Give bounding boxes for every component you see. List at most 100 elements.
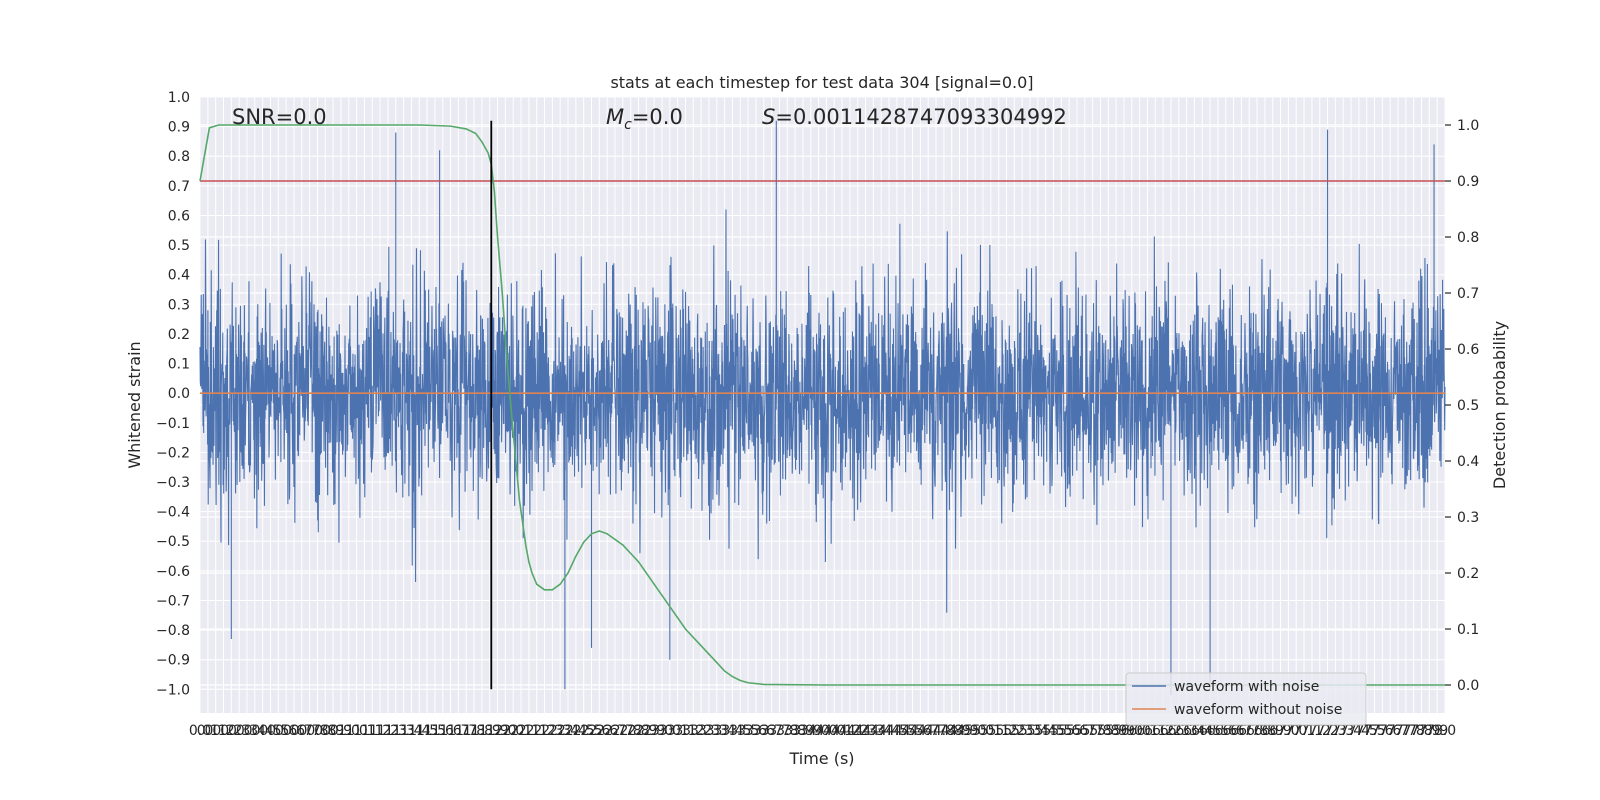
x-tick-label: 6.5 <box>1199 723 1221 739</box>
x-tick-label: 2.1 <box>518 723 540 739</box>
x-tick-label: 7.7 <box>1387 723 1409 739</box>
x-tick-label: 6.3 <box>1168 723 1190 739</box>
x-tick-label: 0.9 <box>330 723 352 739</box>
y-tick-label-left: 0.7 <box>168 179 190 195</box>
y-tick-label-left: 0.9 <box>168 120 190 136</box>
x-tick-label: 6.0 <box>1121 723 1143 739</box>
x-tick-label: 1.6 <box>439 723 461 739</box>
x-tick-label: 4.8 <box>933 723 955 739</box>
y-tick-label-left: −0.5 <box>156 534 190 550</box>
y-tick-label-left: 1.0 <box>168 90 190 106</box>
y-tick-label-left: 0.8 <box>168 149 190 165</box>
x-tick-label: 2.3 <box>549 723 571 739</box>
x-tick-label: 2.7 <box>604 723 626 739</box>
x-tick-label: 0.6 <box>275 723 297 739</box>
x-tick-label: 7.2 <box>1309 723 1331 739</box>
x-tick-label: 2.0 <box>502 723 524 739</box>
y-tick-label-right: 0.4 <box>1457 454 1479 470</box>
x-tick-label: 6.9 <box>1262 723 1284 739</box>
x-tick-label: 3.4 <box>721 723 743 739</box>
x-tick-label: 2.5 <box>580 723 602 739</box>
x-tick-label: 6.6 <box>1215 723 1237 739</box>
x-tick-label: 7.4 <box>1340 723 1362 739</box>
y-tick-label-right: 0.8 <box>1457 230 1479 246</box>
x-tick-label: 3.4 <box>713 723 735 739</box>
x-tick-label: 4.0 <box>815 723 837 739</box>
x-tick-label: 4.3 <box>854 723 876 739</box>
x-tick-label: 0.0 <box>189 723 211 739</box>
x-tick-label: 5.1 <box>980 723 1002 739</box>
x-tick-label: 1.1 <box>361 723 383 739</box>
x-tick-label: 7.8 <box>1403 723 1425 739</box>
x-tick-label: 3.3 <box>698 723 720 739</box>
x-tick-label: 6.0 <box>1128 723 1150 739</box>
annotation-s-value: =0.0011428747093304992 <box>775 105 1067 129</box>
annotation-mc-subscript: c <box>624 117 632 133</box>
x-tick-label: 3.9 <box>800 723 822 739</box>
x-tick-label: 4.5 <box>901 723 923 739</box>
y-tick-label-left: −0.9 <box>156 653 190 669</box>
x-tick-label: 5.7 <box>1074 723 1096 739</box>
x-tick-label: 4.2 <box>839 723 861 739</box>
y-ticks-left: −1.0 −0.9 −0.8 −0.7 −0.6 −0.5 −0.4 −0.3 −0.2 −0.1… <box>156 90 190 698</box>
x-tick-label: 6.7 <box>1230 723 1252 739</box>
x-tick-label: 0.1 <box>205 723 227 739</box>
x-tick-label: 6.6 <box>1222 723 1244 739</box>
x-tick-label: 3.1 <box>667 723 689 739</box>
x-tick-label: 3.7 <box>768 723 790 739</box>
x-tick-label: 4.0 <box>807 723 829 739</box>
x-tick-label: 6.9 <box>1269 723 1291 739</box>
x-tick-label: 0.5 <box>259 723 281 739</box>
x-tick-label: 1.2 <box>369 723 391 739</box>
x-axis-label: Time (s) <box>788 749 854 768</box>
legend-label-clean: waveform without noise <box>1174 702 1342 718</box>
x-tick-label: 4.4 <box>878 723 900 739</box>
x-tick-label: 6.1 <box>1144 723 1166 739</box>
x-tick-label: 7.9 <box>1426 723 1448 739</box>
x-tick-label: 6.5 <box>1207 723 1229 739</box>
x-tick-label: 5.9 <box>1105 723 1127 739</box>
x-tick-label: 3.8 <box>776 723 798 739</box>
x-tick-label: 2.5 <box>573 723 595 739</box>
x-tick-label: 2.6 <box>588 723 610 739</box>
x-ticks: 0.00.10.10.20.20.30.30.40.40.50.50.60.60… <box>189 723 1456 739</box>
annotation-mc-value: =0.0 <box>632 105 683 129</box>
x-tick-label: 4.7 <box>925 723 947 739</box>
y-tick-label-left: −0.2 <box>156 445 190 461</box>
x-tick-label: 2.9 <box>635 723 657 739</box>
annotation-chirp-mass: Mc=0.0 <box>606 105 683 133</box>
x-tick-label: 5.4 <box>1035 723 1057 739</box>
x-tick-label: 1.5 <box>424 723 446 739</box>
x-tick-label: 7.5 <box>1356 723 1378 739</box>
x-tick-label: 4.1 <box>831 723 853 739</box>
x-tick-label: 2.4 <box>557 723 579 739</box>
x-tick-label: 1.9 <box>486 723 508 739</box>
x-tick-label: 3.1 <box>674 723 696 739</box>
x-tick-label: 3.8 <box>784 723 806 739</box>
y-tick-label-left: −0.7 <box>156 593 190 609</box>
x-tick-label: 7.1 <box>1301 723 1323 739</box>
y-tick-label-left: −0.4 <box>156 505 190 521</box>
x-tick-label: 5.0 <box>972 723 994 739</box>
x-tick-label: 1.7 <box>455 723 477 739</box>
x-tick-label: 2.9 <box>643 723 665 739</box>
x-tick-label: 0.7 <box>298 723 320 739</box>
y-axis-label-right: Detection probability <box>1490 321 1509 489</box>
y-tick-label-left: 0.6 <box>168 208 190 224</box>
x-tick-label: 4.2 <box>847 723 869 739</box>
x-tick-label: 2.4 <box>565 723 587 739</box>
y-tick-label-left: 0.3 <box>168 297 190 313</box>
legend-box <box>1125 672 1367 726</box>
y-tick-label-right: 0.2 <box>1457 566 1479 582</box>
x-tick-label: 4.5 <box>894 723 916 739</box>
y-tick-label-left: 0.2 <box>168 327 190 343</box>
x-tick-label: 4.8 <box>941 723 963 739</box>
x-tick-label: 7.8 <box>1410 723 1432 739</box>
x-tick-label: 1.2 <box>377 723 399 739</box>
legend-label-noise: waveform with noise <box>1174 679 1319 695</box>
y-tick-label-left: 0.5 <box>168 238 190 254</box>
x-tick-label: 7.6 <box>1379 723 1401 739</box>
x-tick-label: 3.0 <box>651 723 673 739</box>
